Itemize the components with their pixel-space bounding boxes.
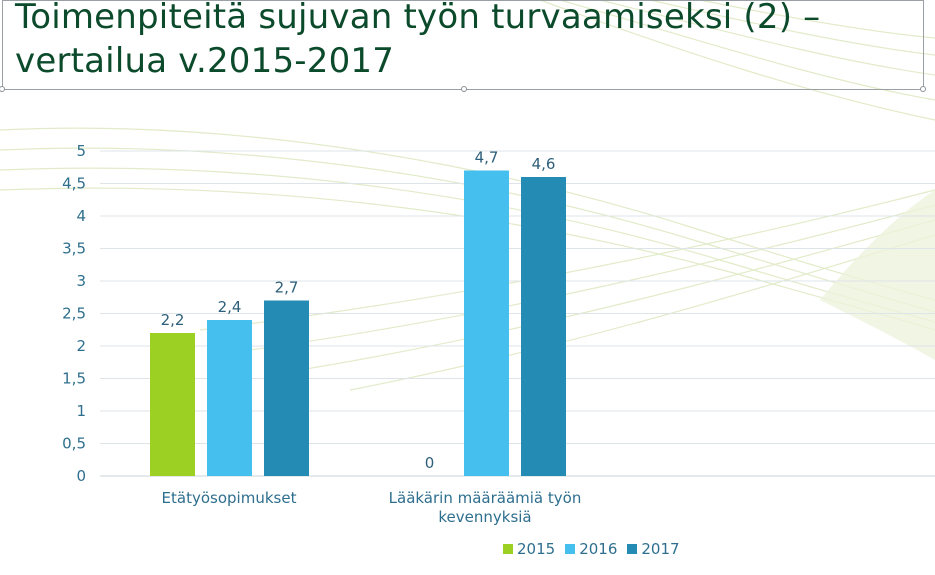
y-tick-label: 4,5 [62,175,86,193]
y-tick-label: 3 [76,272,86,290]
data-label-2016-1: 2,4 [218,298,242,316]
bar-2016-1 [207,320,252,476]
y-tick-label: 4 [76,207,86,225]
data-label-2016-2: 4,7 [475,149,499,167]
chart-legend: 2015 2016 2017 [503,540,680,558]
category-label-2: Lääkärin määräämiä työn kevennyksiä [389,489,582,526]
data-label-2015-2: 0 [425,454,435,472]
bar-2015-1 [150,333,195,476]
legend-label-2016: 2016 [579,540,618,558]
category-label-1: Etätyösopimukset [162,489,297,507]
title-placeholder-box[interactable]: Toimenpiteitä sujuvan työn turvaamiseksi… [0,0,926,92]
bar-2017-2 [521,177,566,476]
resize-handle-bottom-center[interactable] [461,86,467,92]
slide-title-line-2: vertailua v.2015-2017 [15,41,395,81]
category-labels: Etätyösopimukset Lääkärin määräämiä työn k… [162,489,582,526]
legend-item-2016: 2016 [565,540,617,558]
legend-swatch-2015 [503,544,513,554]
y-tick-label: 0 [76,467,86,485]
bar-2017-1 [264,300,309,476]
resize-handle-bottom-left[interactable] [0,86,5,92]
resize-handle-bottom-right[interactable] [920,86,926,92]
y-tick-label: 0,5 [62,435,86,453]
data-label-2015-1: 2,2 [161,311,185,329]
y-tick-label: 1 [76,402,86,420]
legend-item-2015: 2015 [503,540,555,558]
bars [150,170,566,476]
data-label-2017-1: 2,7 [275,279,299,297]
y-tick-label: 3,5 [62,240,86,258]
legend-item-2017: 2017 [627,540,680,558]
y-tick-label: 2,5 [62,305,86,323]
y-tick-label: 5 [76,142,86,160]
bar-2016-2 [464,170,509,476]
legend-label-2017: 2017 [641,540,680,558]
legend-label-2015: 2015 [517,540,556,558]
slide-title-line-1: Toimenpiteitä sujuvan työn turvaamiseksi… [15,0,821,37]
legend-swatch-2016 [565,544,576,554]
legend-swatch-2017 [627,544,638,554]
y-tick-label: 1,5 [62,370,86,388]
y-tick-label: 2 [76,337,86,355]
data-labels: 2,2 2,4 2,7 0 4,7 4,6 [161,149,556,473]
y-axis-ticks: 0 0,5 1 1,5 2 2,5 3 3,5 4 4,5 5 [62,142,86,485]
data-label-2017-2: 4,6 [532,155,556,173]
